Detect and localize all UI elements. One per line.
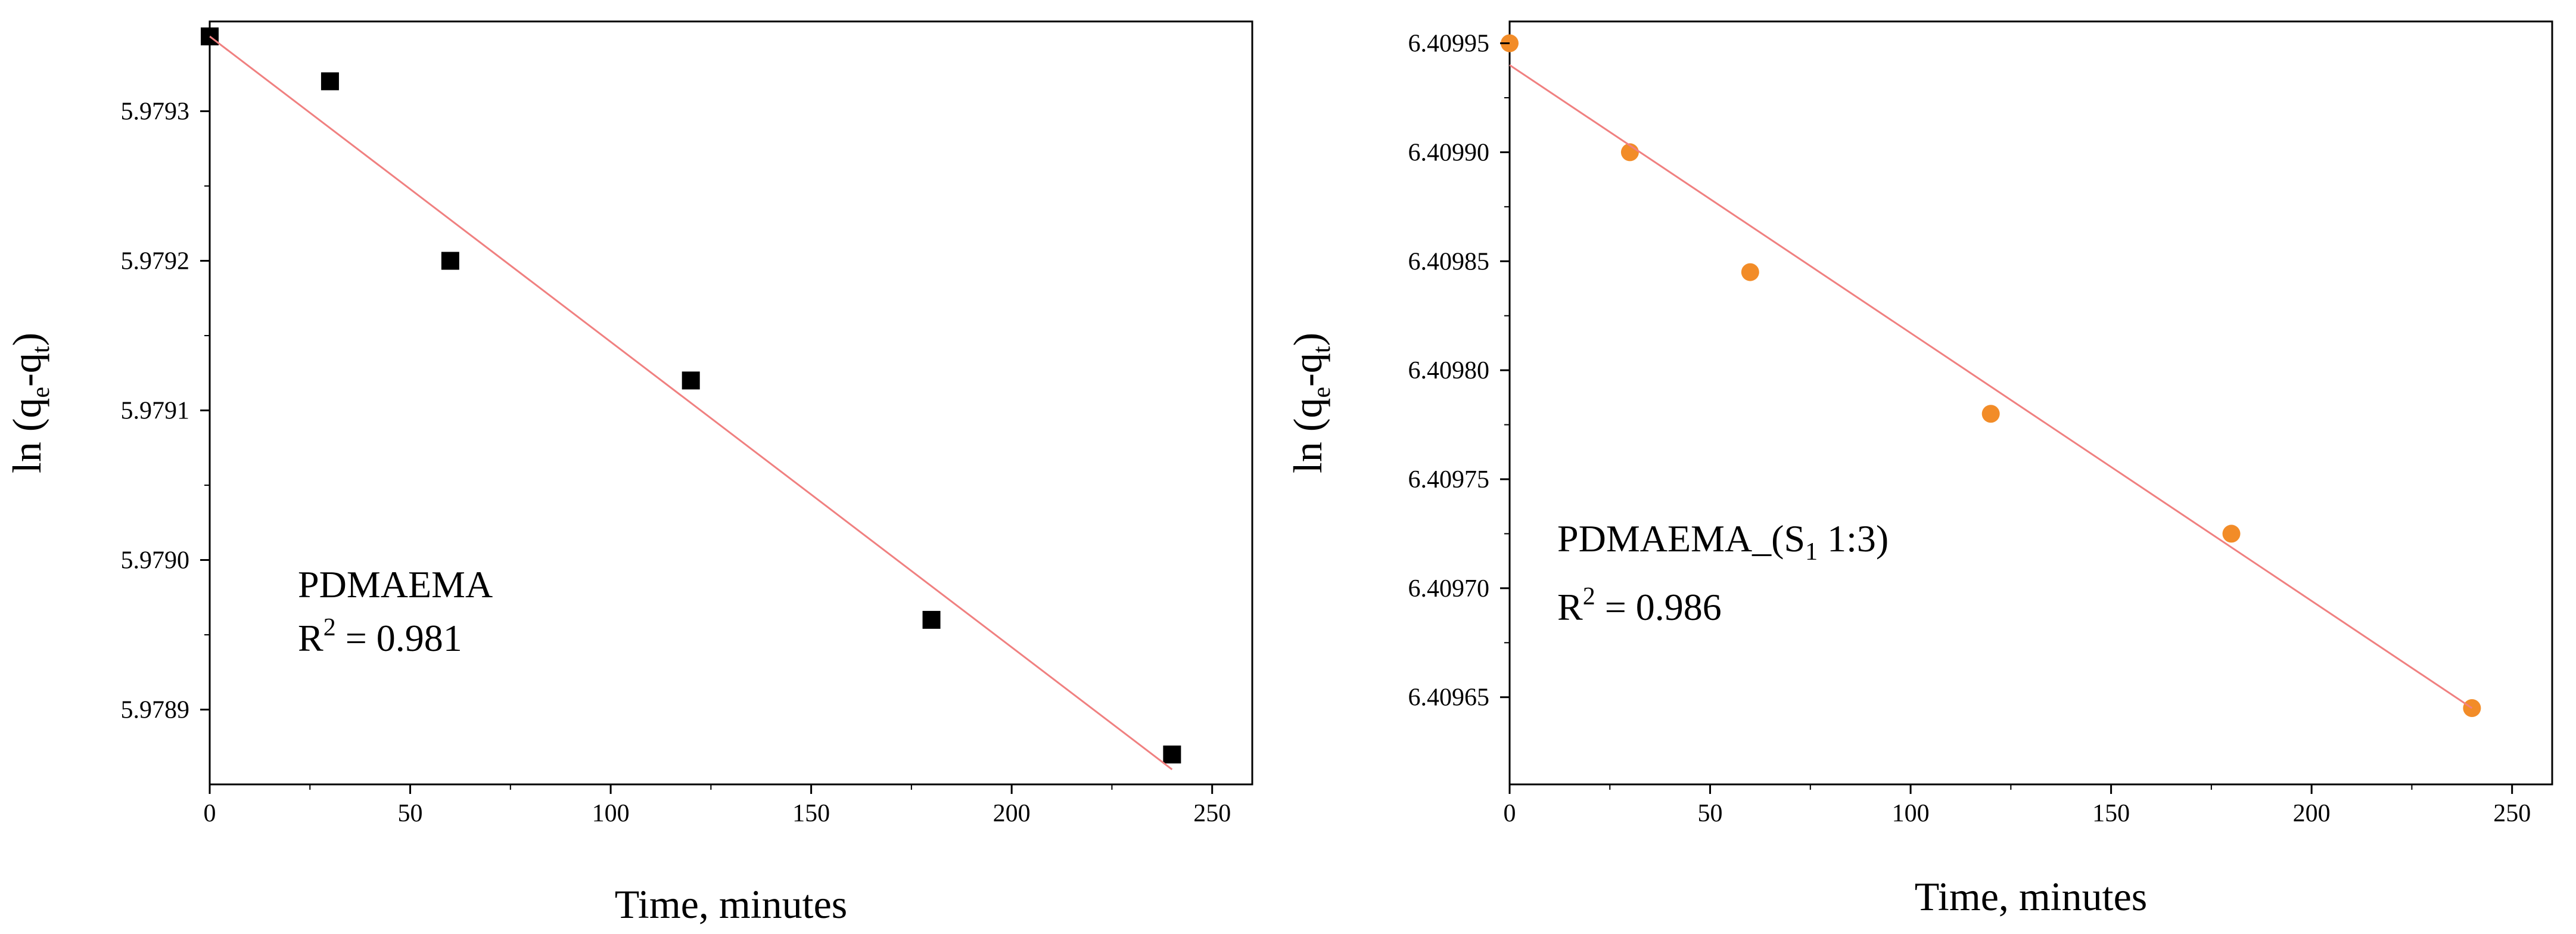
y-axis-title: ln (qe-qt) bbox=[4, 333, 55, 473]
plot-area bbox=[1508, 20, 2553, 786]
y-tick-label: 5.9792 bbox=[121, 248, 190, 275]
data-point bbox=[1163, 745, 1181, 764]
x-tick-label: 150 bbox=[792, 800, 830, 827]
series-annotation-name: PDMAEMA bbox=[298, 563, 493, 606]
x-tick-label: 250 bbox=[1193, 800, 1231, 827]
x-tick-label: 250 bbox=[2493, 800, 2531, 827]
y-tick-label: 6.40980 bbox=[1408, 357, 1490, 384]
data-point bbox=[441, 252, 459, 270]
y-tick-label: 5.9793 bbox=[121, 98, 190, 126]
r-squared-annotation: R2 = 0.981 bbox=[298, 614, 462, 659]
y-tick-label: 5.9789 bbox=[121, 697, 190, 724]
data-point bbox=[682, 371, 700, 390]
x-tick-label: 200 bbox=[993, 800, 1031, 827]
chart-panel-pdmaema-s1: 0 50 100 150 200 250 6.409656.409706.409756.4… bbox=[1285, 20, 2553, 919]
x-tick-label: 50 bbox=[398, 800, 423, 827]
x-axis-title: Time, minutes bbox=[615, 882, 847, 927]
r-squared-annotation: R2 = 0.986 bbox=[1557, 583, 1722, 628]
data-point bbox=[922, 610, 941, 629]
plot-area bbox=[209, 20, 1253, 786]
y-tick-label: 5.9791 bbox=[121, 398, 190, 425]
y-tick-label: 5.9790 bbox=[121, 547, 190, 575]
x-tick-label: 100 bbox=[592, 800, 630, 827]
x-tick-label: 150 bbox=[2092, 800, 2130, 827]
y-axis-title: ln (qe-qt) bbox=[1285, 333, 1336, 473]
x-tick-label: 50 bbox=[1698, 800, 1723, 827]
fit-line-group bbox=[1509, 64, 2473, 709]
y-tick-label: 6.40995 bbox=[1408, 30, 1490, 58]
data-points bbox=[201, 27, 1181, 764]
fit-line bbox=[1509, 64, 2473, 709]
series-annotation-name: PDMAEMA_(S1 1:3) bbox=[1557, 517, 1889, 566]
x-tick-label: 200 bbox=[2293, 800, 2331, 827]
y-tick-label: 6.40990 bbox=[1408, 139, 1490, 166]
data-point bbox=[1741, 263, 1759, 281]
y-tick-label: 6.40985 bbox=[1408, 248, 1490, 275]
data-point bbox=[321, 72, 339, 91]
y-tick-label: 6.40970 bbox=[1408, 575, 1490, 603]
x-tick-label: 0 bbox=[204, 800, 216, 827]
x-axis-title: Time, minutes bbox=[1915, 874, 2147, 919]
chart-panel-pdmaema: 0 50 100 150 200 250 5.9789 5.9790 5.9791 5.9792… bbox=[4, 20, 1253, 927]
y-axis-ticks: 6.40965 6.40970 6.40975 6.40980 6.40985 6.409… bbox=[1408, 30, 1510, 712]
fit-line-group bbox=[209, 35, 1173, 771]
x-axis-ticks: 0 50 100 150 200 250 bbox=[1504, 784, 2531, 827]
data-point bbox=[2222, 525, 2241, 543]
y-tick-label: 6.40965 bbox=[1408, 684, 1490, 712]
x-axis-ticks: 0 50 100 150 200 250 bbox=[204, 784, 1231, 827]
x-tick-label: 0 bbox=[1504, 800, 1516, 827]
data-point bbox=[1981, 405, 2000, 423]
y-tick-label: 6.40975 bbox=[1408, 466, 1490, 494]
y-axis-ticks: 5.9789 5.9790 5.9791 5.9792 5.9793 bbox=[121, 36, 210, 724]
x-tick-label: 100 bbox=[1892, 800, 1930, 827]
fit-line bbox=[209, 35, 1173, 771]
